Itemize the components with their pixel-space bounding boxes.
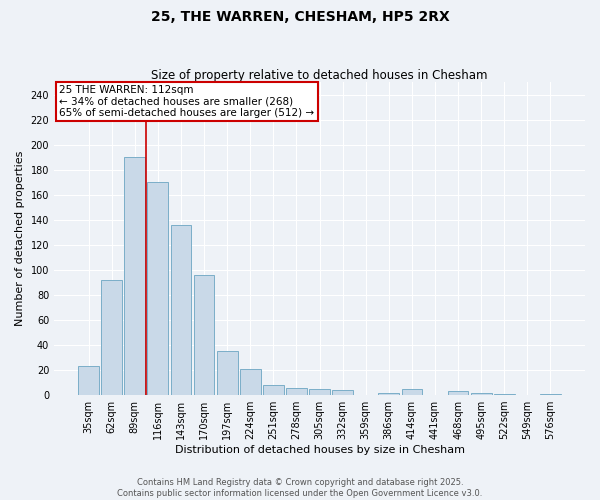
Bar xyxy=(124,157,145,395)
Bar xyxy=(332,390,353,395)
Bar xyxy=(263,385,284,395)
Bar xyxy=(240,369,260,395)
Y-axis label: Number of detached properties: Number of detached properties xyxy=(15,151,25,326)
Bar xyxy=(217,352,238,395)
Bar xyxy=(540,394,561,395)
Bar xyxy=(309,389,330,395)
Bar xyxy=(194,275,214,395)
Bar xyxy=(148,182,168,395)
Bar xyxy=(286,388,307,395)
Bar xyxy=(170,225,191,395)
X-axis label: Distribution of detached houses by size in Chesham: Distribution of detached houses by size … xyxy=(175,445,464,455)
Text: 25, THE WARREN, CHESHAM, HP5 2RX: 25, THE WARREN, CHESHAM, HP5 2RX xyxy=(151,10,449,24)
Text: Contains HM Land Registry data © Crown copyright and database right 2025.
Contai: Contains HM Land Registry data © Crown c… xyxy=(118,478,482,498)
Title: Size of property relative to detached houses in Chesham: Size of property relative to detached ho… xyxy=(151,69,488,82)
Bar xyxy=(401,389,422,395)
Bar xyxy=(494,394,515,395)
Bar xyxy=(379,392,399,395)
Bar xyxy=(78,366,99,395)
Bar xyxy=(101,280,122,395)
Bar xyxy=(448,392,469,395)
Text: 25 THE WARREN: 112sqm
← 34% of detached houses are smaller (268)
65% of semi-det: 25 THE WARREN: 112sqm ← 34% of detached … xyxy=(59,85,314,118)
Bar xyxy=(471,392,491,395)
